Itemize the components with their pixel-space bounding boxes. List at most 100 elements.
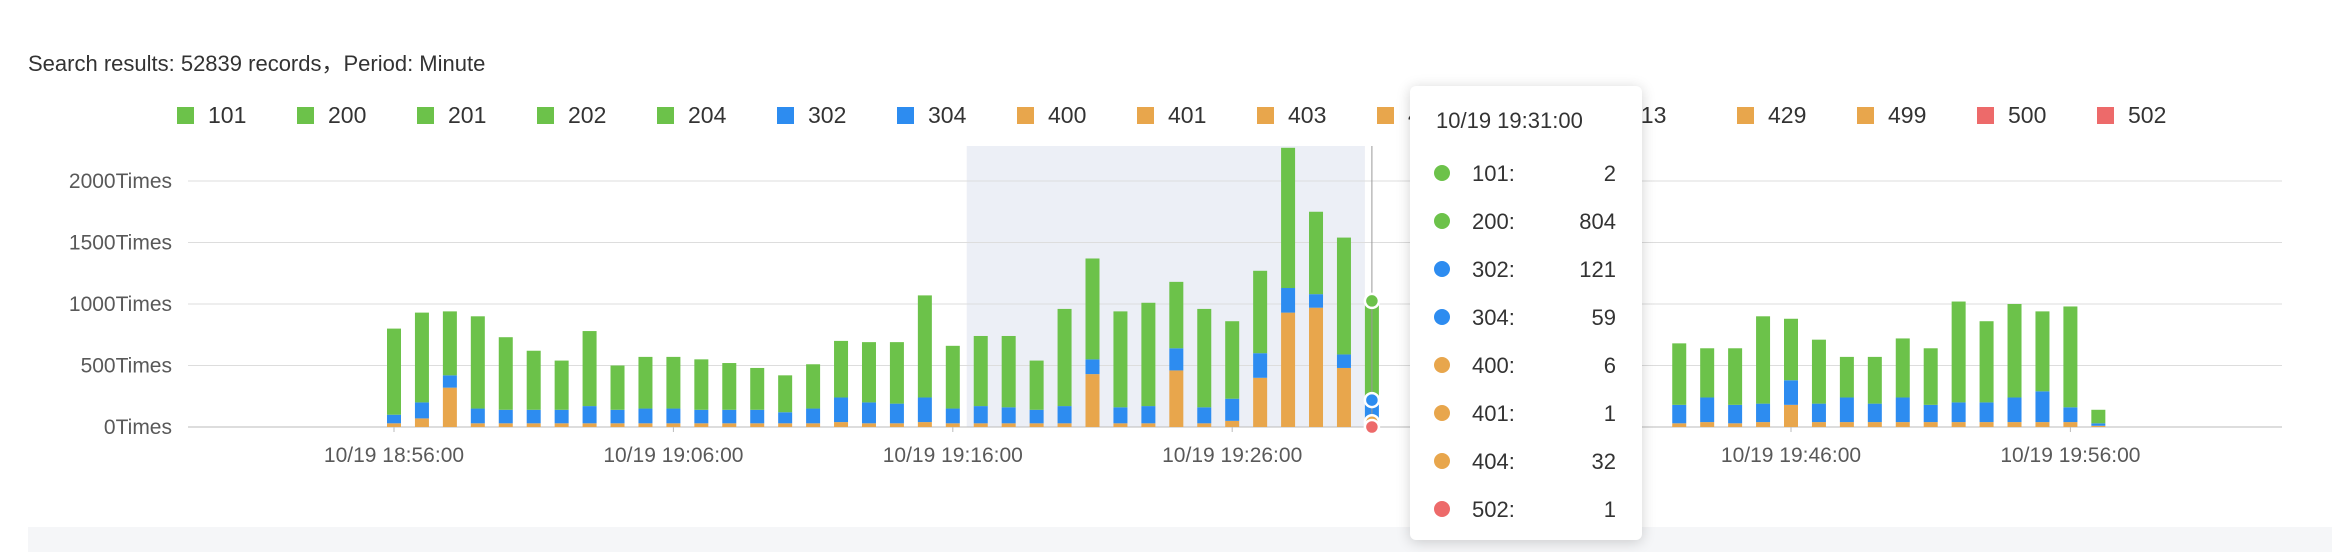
bar-segment-blue (750, 409, 765, 424)
bar-segment-green (834, 340, 849, 398)
bar-segment-blue (2007, 397, 2022, 423)
legend-item-499[interactable]: 499 (1857, 100, 1926, 130)
bar-segment-blue (861, 402, 876, 424)
y-tick-label: 1000Times (69, 293, 172, 316)
bar-segment-green (1728, 348, 1743, 405)
legend-item-403[interactable]: 403 (1257, 100, 1326, 130)
bar-segment-blue (498, 409, 513, 424)
bar-segment-green (1700, 348, 1715, 398)
bar-segment-green (2007, 304, 2022, 398)
chart-legend: 1012002012022043023044004014034044134294… (0, 100, 2332, 130)
tooltip-value: 32 (1591, 449, 1616, 474)
bar-segment-green (1057, 308, 1072, 407)
bar-segment-orange (1951, 422, 1966, 427)
y-tick-label: 2000Times (69, 170, 172, 193)
x-tick-label: 10/19 19:56:00 (2000, 444, 2140, 467)
legend-item-204[interactable]: 204 (657, 100, 726, 130)
legend-label: 499 (1888, 101, 1927, 128)
bar-segment-green (1169, 281, 1184, 349)
bar-segment-orange (1169, 370, 1184, 427)
legend-item-400[interactable]: 400 (1017, 100, 1086, 130)
tooltip-dot (1434, 453, 1450, 469)
bar-segment-blue (1672, 404, 1687, 424)
bar-segment-blue (2063, 407, 2078, 423)
bar-segment-orange (1113, 423, 1128, 427)
bar-segment-orange (2091, 425, 2106, 427)
legend-item-101[interactable]: 101 (177, 100, 246, 130)
tooltip-dot (1434, 501, 1450, 517)
x-tick-label: 10/19 18:56:00 (324, 444, 464, 467)
tooltip-value: 6 (1603, 353, 1616, 378)
bar-segment-green (917, 295, 932, 398)
bar-segment-green (498, 337, 513, 410)
bar-segment-orange (778, 423, 793, 427)
bar-segment-green (861, 342, 876, 403)
bottom-panel (28, 527, 2332, 552)
bar-segment-blue (526, 409, 541, 424)
bar-segment-blue (1784, 380, 1798, 405)
bar-segment-blue (806, 408, 821, 424)
hover-point (1363, 292, 1381, 310)
bar-segment-green (1085, 258, 1100, 360)
legend-item-302[interactable]: 302 (777, 100, 846, 130)
bar-segment-orange (1029, 423, 1044, 427)
bar-segment-blue (1895, 397, 1910, 423)
bar-segment-orange (2007, 422, 2022, 427)
legend-swatch (537, 106, 554, 124)
bar-segment-blue (442, 375, 457, 388)
legend-swatch (1017, 106, 1034, 124)
tooltip-code: 502: (1472, 497, 1515, 522)
legend-label: 101 (208, 101, 247, 128)
y-tick-label: 1500Times (69, 232, 172, 255)
legend-item-401[interactable]: 401 (1137, 100, 1206, 130)
legend-label: 401 (1168, 101, 1207, 128)
bar-segment-green (2063, 306, 2078, 408)
bar-segment-green (1001, 335, 1016, 408)
bar-segment-blue (1811, 403, 1826, 423)
bar-segment-green (1336, 237, 1351, 355)
bar-segment-orange (806, 423, 821, 427)
tooltip-row: 400: 6 (1410, 350, 1642, 380)
legend-item-200[interactable]: 200 (297, 100, 366, 130)
legend-label: 502 (2128, 101, 2167, 128)
bar-segment-green (722, 363, 737, 410)
bar-segment-green (442, 311, 457, 376)
bar-segment-orange (1253, 377, 1268, 427)
bar-segment-orange (694, 423, 709, 427)
bar-segment-blue (1113, 407, 1128, 424)
bar-segment-green (806, 364, 821, 409)
legend-item-304[interactable]: 304 (897, 100, 966, 130)
legend-item-502[interactable]: 502 (2097, 100, 2166, 130)
legend-item-500[interactable]: 500 (1977, 100, 2046, 130)
legend-item-429[interactable]: 429 (1737, 100, 1806, 130)
bar-segment-blue (1085, 359, 1100, 375)
legend-swatch (1977, 106, 1994, 124)
tooltip-value: 1 (1603, 497, 1616, 522)
bar-segment-blue (1253, 353, 1268, 378)
legend-label: 429 (1768, 101, 1807, 128)
bar-segment-blue (1281, 288, 1296, 313)
bar-segment-green (1784, 318, 1798, 381)
bar-segment-orange (666, 423, 681, 427)
tooltip-dot (1434, 261, 1450, 277)
legend-swatch (1137, 106, 1154, 124)
bar-segment-orange (498, 423, 513, 427)
bar-segment-blue (889, 403, 904, 424)
bar-segment-blue (973, 406, 988, 424)
tooltip-row: 502: 1 (1410, 494, 1642, 524)
bar-segment-orange (1336, 367, 1351, 427)
bar-segment-blue (2035, 391, 2050, 423)
legend-swatch (297, 106, 314, 124)
bar-segment-orange (1839, 422, 1854, 427)
tooltip-dot (1434, 405, 1450, 421)
hover-point (1363, 391, 1381, 409)
bar-segment-blue (778, 412, 793, 424)
bar-segment-blue (1169, 348, 1184, 371)
bar-segment-orange (917, 422, 932, 427)
bar-segment-orange (2063, 422, 2078, 427)
tooltip-dot (1434, 357, 1450, 373)
legend-item-202[interactable]: 202 (537, 100, 606, 130)
bar-segment-green (889, 342, 904, 404)
legend-item-201[interactable]: 201 (417, 100, 486, 130)
